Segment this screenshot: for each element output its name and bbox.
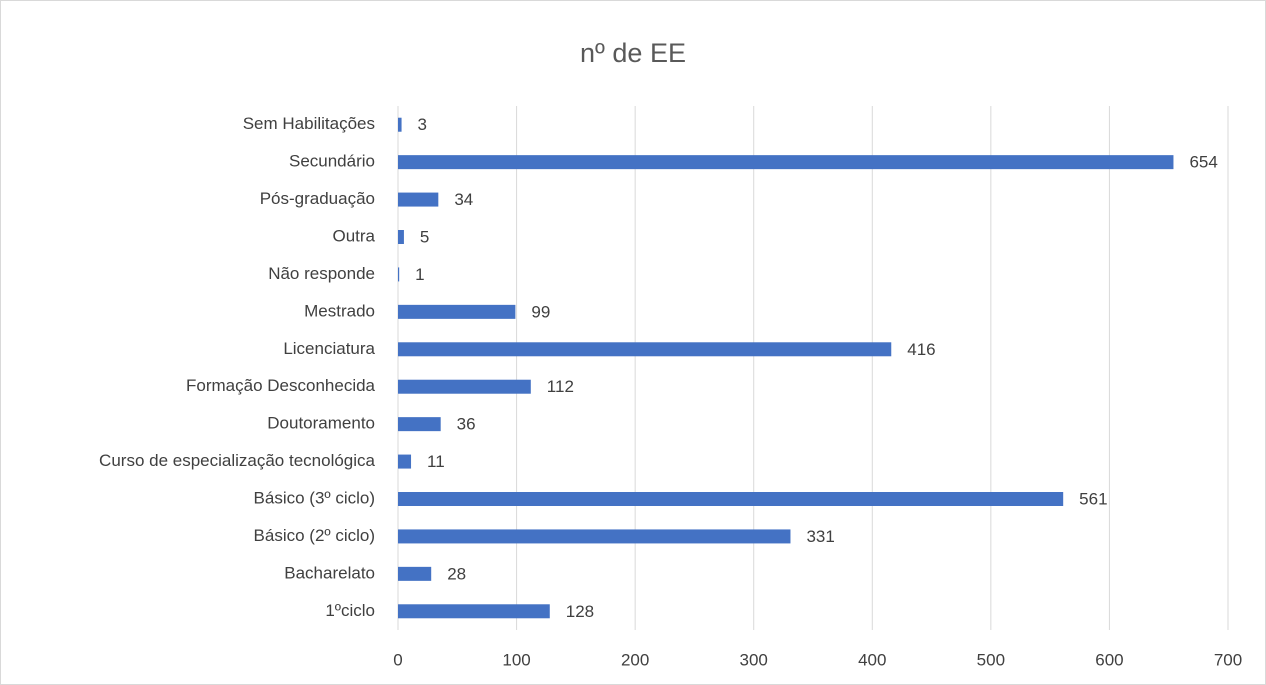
- data-label: 561: [1079, 489, 1107, 508]
- bar: [398, 379, 531, 394]
- y-tick-label: Básico (2º ciclo): [254, 526, 375, 545]
- bar: [398, 454, 412, 469]
- data-label: 36: [457, 415, 476, 434]
- data-label: 28: [447, 564, 466, 583]
- y-tick-label: Pós-graduação: [260, 189, 375, 208]
- data-label: 1: [415, 265, 424, 284]
- x-tick-label: 700: [1214, 650, 1242, 669]
- y-tick-label: Licenciatura: [283, 339, 375, 358]
- y-tick-label: Não responde: [268, 264, 375, 283]
- x-tick-label: 200: [621, 650, 649, 669]
- bar: [398, 529, 791, 544]
- y-tick-label: Formação Desconhecida: [186, 376, 376, 395]
- data-label: 11: [427, 452, 445, 471]
- x-tick-label: 400: [858, 650, 886, 669]
- x-tick-label: 500: [977, 650, 1005, 669]
- y-tick-label: Bacharelato: [284, 563, 375, 582]
- y-tick-label: Secundário: [289, 152, 375, 171]
- y-tick-label: 1ºciclo: [325, 601, 375, 620]
- y-tick-label: Doutoramento: [267, 414, 375, 433]
- bar: [398, 492, 1064, 506]
- data-label: 5: [420, 227, 429, 246]
- bar: [398, 604, 550, 619]
- bar: [398, 566, 432, 581]
- x-tick-label: 0: [393, 650, 402, 669]
- bar: [398, 304, 516, 319]
- data-label: 416: [907, 340, 935, 359]
- bar: [398, 192, 439, 207]
- bar: [398, 117, 402, 132]
- y-tick-label: Sem Habilitações: [243, 114, 375, 133]
- data-label: 654: [1189, 153, 1217, 172]
- bar: [398, 230, 404, 244]
- x-tick-label: 100: [502, 650, 530, 669]
- data-label: 128: [566, 602, 594, 621]
- y-tick-label: Mestrado: [304, 301, 375, 320]
- bar: [398, 342, 892, 357]
- y-tick-label: Curso de especialização tecnológica: [99, 451, 375, 470]
- bar: [398, 155, 1174, 170]
- x-tick-label: 600: [1095, 650, 1123, 669]
- data-label: 331: [806, 527, 834, 546]
- bar: [398, 267, 400, 282]
- bar: [398, 417, 441, 432]
- x-tick-label: 300: [740, 650, 768, 669]
- data-label: 99: [531, 302, 550, 321]
- data-label: 34: [454, 190, 473, 209]
- y-tick-label: Básico (3º ciclo): [254, 488, 375, 507]
- data-label: 112: [547, 377, 574, 396]
- data-label: 3: [418, 115, 427, 134]
- y-tick-label: Outra: [332, 226, 375, 245]
- chart-title: nº de EE: [580, 38, 686, 68]
